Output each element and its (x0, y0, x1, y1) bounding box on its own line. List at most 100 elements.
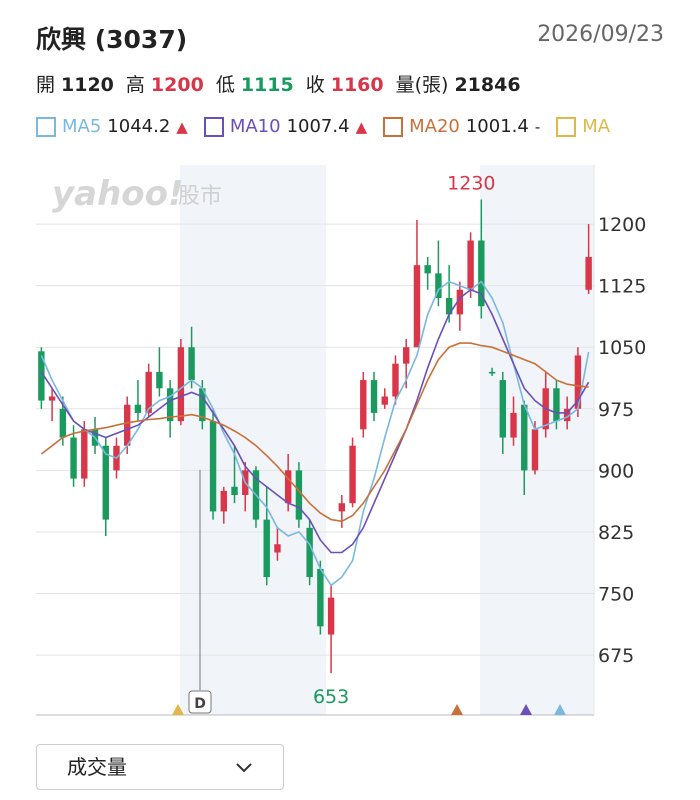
candle-body (306, 527, 313, 578)
candle-body (70, 437, 77, 479)
y-tick-label: 675 (598, 645, 634, 667)
candle-body (585, 256, 592, 290)
ma-line (40, 342, 589, 523)
candle-body (284, 470, 292, 504)
candle-body (531, 429, 539, 471)
event-marker: D (194, 696, 206, 712)
legend-item: MA20 1001.4- (383, 116, 540, 137)
stat-value: 21846 (454, 74, 521, 96)
stat-value: 1160 (330, 74, 384, 96)
candle-body (370, 380, 378, 413)
candle-body (338, 503, 346, 512)
candle-body (220, 490, 227, 512)
candle-body (166, 388, 174, 422)
legend-checkbox[interactable] (556, 116, 577, 137)
volume-dropdown[interactable]: 成交量 (36, 744, 284, 790)
low-label: 653 (313, 686, 349, 708)
candle-body (360, 380, 367, 430)
signal-marker (451, 704, 463, 715)
candle-body (403, 347, 410, 364)
candle-body (413, 265, 421, 348)
candle-body (510, 412, 517, 438)
legend-trend: ▲ (355, 117, 368, 136)
high-label: 1230 (447, 172, 495, 194)
candle-body (209, 421, 217, 512)
stat-label: 高 (125, 74, 145, 96)
candle-body (59, 408, 67, 438)
signal-marker (554, 704, 566, 715)
chart: yahoo! 股市 675 750 825 900 975 1050 1125 1200 123… (36, 165, 646, 716)
legend-name: MA (582, 116, 611, 137)
candle-body (81, 429, 88, 479)
legend-trend: - (534, 117, 541, 136)
candle-body (124, 404, 131, 446)
candle-body (574, 355, 582, 409)
candle-body (392, 363, 399, 397)
logo-section: 股市 (178, 184, 222, 209)
candle-body (156, 371, 163, 389)
signal-marker (520, 704, 532, 715)
legend-checkbox[interactable] (383, 116, 404, 137)
candle-body (478, 240, 485, 307)
stat-value: 1200 (150, 74, 204, 96)
candle-body (488, 371, 496, 374)
legend-value: 1001.4 (465, 116, 529, 137)
stat-label: 開 (36, 74, 56, 96)
candle-body (456, 289, 464, 315)
chevron (236, 763, 252, 773)
candle-body (48, 396, 56, 401)
y-tick-label: 750 (598, 584, 634, 606)
stat-label: 收 (305, 74, 325, 96)
logo-brand: yahoo! (52, 174, 184, 214)
ma-legend: MA5 1044.2 ▲ MA10 1007.4 ▲ MA20 1001.4- MA (36, 116, 610, 137)
candle-body (317, 568, 324, 627)
shade-band (180, 165, 326, 715)
legend-checkbox[interactable] (36, 116, 56, 137)
candle-body (467, 240, 474, 290)
legend-name: MA10 (229, 116, 281, 137)
stat-value: 1115 (240, 74, 294, 96)
date: 2026/09/23 (537, 22, 664, 47)
candle-body (188, 347, 195, 381)
y-tick-label: 1125 (598, 276, 646, 298)
y-tick-label: 825 (598, 522, 634, 544)
stock-title: 欣興 (3037) (36, 25, 188, 54)
candle-body (134, 404, 142, 413)
candle-body (177, 347, 185, 422)
legend-item: MA10 1007.4 ▲ (203, 116, 368, 137)
dropdown-label: 成交量 (67, 755, 127, 779)
candle-body (263, 519, 270, 578)
candle-body (563, 408, 571, 422)
y-tick-label: 1200 (598, 214, 646, 236)
y-tick-label: 975 (598, 399, 634, 421)
candle-body (38, 351, 45, 401)
ohlc-stats: 開 1120 高 1200 低 1115 收 1160 量(張) 21846 (36, 70, 533, 97)
candle-body (295, 470, 303, 520)
legend-trend: ▲ (176, 117, 188, 136)
signal-marker (172, 704, 184, 715)
legend-checkbox[interactable] (203, 116, 224, 137)
stat-label: 量(張) (395, 74, 449, 96)
legend-item: MA5 1044.2 ▲ (36, 116, 188, 137)
event-box (188, 690, 212, 714)
y-tick-label: 1050 (598, 337, 646, 359)
candle-body (435, 273, 442, 298)
candle-body (553, 388, 560, 422)
candle-body (199, 388, 206, 422)
legend-item: MA (556, 116, 610, 137)
candle-body (381, 396, 388, 405)
candle-body (102, 445, 109, 520)
legend-value: 1044.2 (107, 116, 171, 137)
candle-body (521, 404, 528, 471)
legend-name: MA5 (62, 116, 102, 137)
candle-body (231, 486, 238, 495)
ma-line (40, 280, 590, 587)
candle-body (145, 371, 152, 413)
legend-name: MA20 (409, 116, 460, 137)
candle-body (274, 544, 281, 553)
candle-body (424, 265, 431, 274)
candle-body (445, 297, 453, 315)
candle-body (349, 445, 356, 504)
legend-value: 1007.4 (286, 116, 350, 137)
